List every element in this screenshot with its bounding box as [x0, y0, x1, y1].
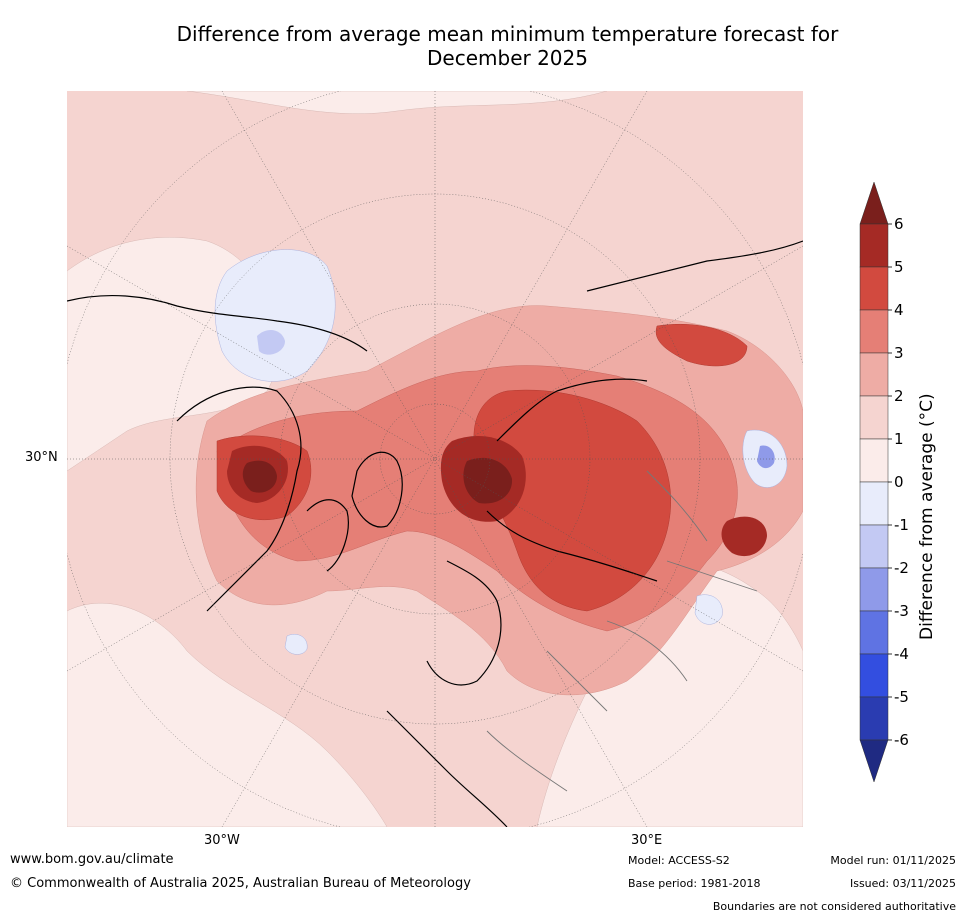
footer-issued: Issued: 03/11/2025: [849, 877, 956, 890]
colorbar-tick-label: -6: [894, 731, 909, 749]
colorbar: 6 5 4 3 2 1 0 -1 -2 -3 -4 -5 -6: [859, 182, 909, 782]
footer-base-period: Base period: 1981-2018: [628, 877, 761, 890]
chart-title: Difference from average mean minimum tem…: [60, 22, 955, 70]
colorbar-tick-label: -5: [894, 688, 909, 706]
country-borders: [486, 470, 758, 792]
colorbar-tick-label: 6: [894, 215, 904, 233]
anomaly-zone-5-6: [721, 516, 767, 557]
colorbar-band: [859, 266, 889, 311]
colorbar-tick-label: 2: [894, 387, 904, 405]
anomaly-zone-alaska-negative: [214, 249, 336, 382]
colorbar-band: [859, 309, 889, 354]
colorbar-band: [859, 481, 889, 526]
footer-model: Model: ACCESS-S2: [628, 854, 730, 867]
colorbar-tick-label: -3: [894, 602, 909, 620]
anomaly-map: [67, 91, 803, 827]
lon-label-30w: 30°W: [204, 833, 240, 848]
colorbar-band: [859, 524, 889, 569]
colorbar-tick-label: -2: [894, 559, 909, 577]
colorbar-tick-label: 1: [894, 430, 904, 448]
lon-label-30e: 30°E: [631, 833, 663, 848]
anomaly-zone-small-negative: [694, 594, 723, 625]
anomaly-zone-small-negative: [284, 633, 308, 655]
anomaly-zone-mongolia-core: [757, 445, 775, 469]
footer-url[interactable]: www.bom.gov.au/climate: [10, 852, 174, 867]
title-line-1: Difference from average mean minimum tem…: [176, 22, 839, 46]
footer-model-run: Model run: 01/11/2025: [830, 854, 956, 867]
colorbar-band: [859, 653, 889, 698]
anomaly-zone-above-6: [242, 460, 277, 493]
coastlines: [67, 240, 803, 827]
anomaly-zone-0-1: [186, 91, 608, 114]
anomaly-zone-alaska-negative-core: [257, 329, 285, 355]
colorbar-extend-bottom: [859, 739, 889, 782]
colorbar-band: [859, 696, 889, 741]
colorbar-band: [859, 395, 889, 440]
colorbar-tick-label: 3: [894, 344, 904, 362]
colorbar-band: [859, 352, 889, 397]
anomaly-zone-above-6: [463, 457, 513, 504]
colorbar-tick-label: -1: [894, 516, 909, 534]
colorbar-band: [859, 438, 889, 483]
colorbar-label: Difference from average (°C): [917, 393, 937, 640]
colorbar-band: [859, 223, 889, 268]
footer-disclaimer: Boundaries are not considered authoritat…: [712, 900, 956, 913]
colorbar-tick-label: -4: [894, 645, 909, 663]
anomaly-zone-0-1: [67, 603, 388, 827]
graticule: [67, 91, 803, 827]
colorbar-tick-label: 4: [894, 301, 904, 319]
colorbar-band: [859, 567, 889, 612]
title-line-2: December 2025: [427, 46, 588, 70]
colorbar-extend-top: [859, 182, 889, 225]
lat-label-30n: 30°N: [25, 450, 58, 465]
colorbar-tick-label: 5: [894, 258, 904, 276]
footer-copyright: © Commonwealth of Australia 2025, Austra…: [10, 876, 471, 891]
colorbar-band: [859, 610, 889, 655]
colorbar-tick-label: 0: [894, 473, 904, 491]
